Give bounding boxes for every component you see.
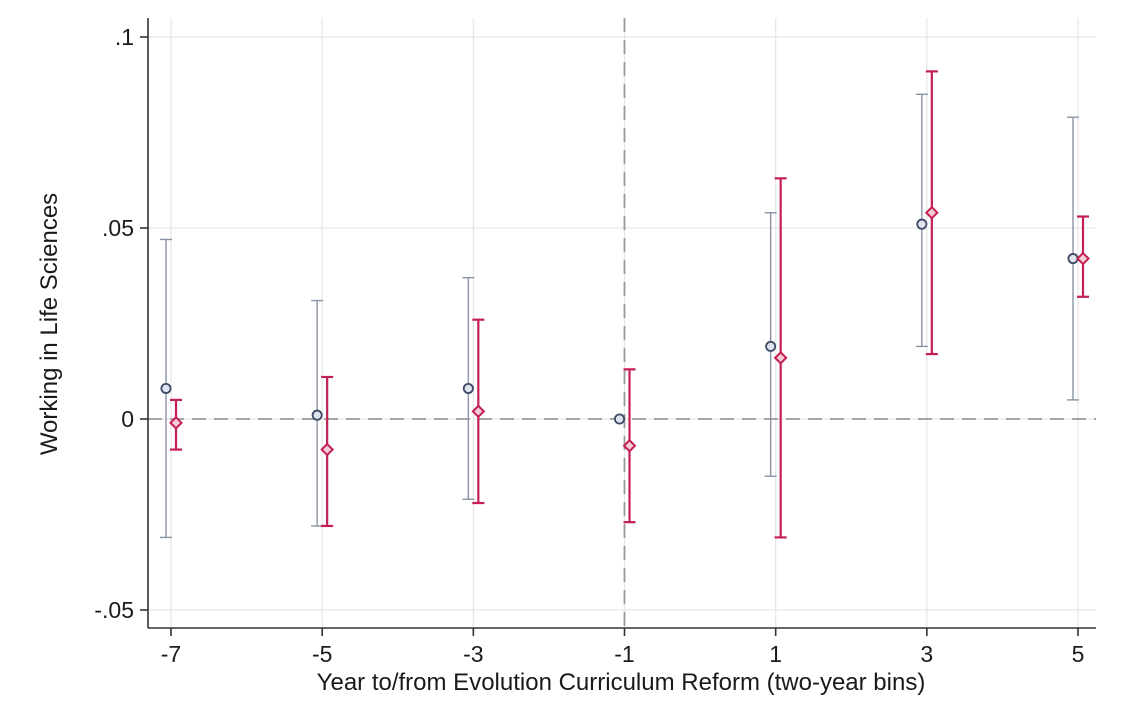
point-estimate-circle [160, 382, 172, 394]
x-axis-label: Year to/from Evolution Curriculum Reform… [317, 669, 926, 696]
x-tick-label: -1 [614, 641, 634, 667]
series-2 [169, 70, 1090, 539]
point-estimate-diamond [924, 205, 939, 220]
grid-layer [148, 18, 1096, 628]
x-tick-label: 1 [769, 641, 782, 667]
y-tick-label: .1 [115, 24, 134, 50]
series-layer [160, 70, 1090, 539]
point-estimate-diamond [773, 350, 788, 365]
y-axis-label: Working in Life Sciences [36, 193, 63, 455]
axes: -.05 0 .05 .1 -7 -5 -3 -1 1 3 5 [94, 18, 1096, 667]
y-tick-label: .05 [102, 215, 134, 241]
point-estimate-diamond [320, 442, 335, 457]
y-tick-label: 0 [121, 406, 134, 432]
point-estimate-circle [916, 218, 928, 230]
point-estimate-diamond [622, 438, 637, 453]
point-estimate-circle [311, 409, 323, 421]
reference-lines [148, 18, 1096, 628]
y-tick-label: -.05 [94, 597, 134, 623]
point-estimate-diamond [1076, 251, 1090, 266]
series-1 [160, 93, 1079, 539]
point-estimate-circle [614, 413, 626, 425]
point-estimate-diamond [169, 415, 183, 430]
point-estimate-circle [765, 340, 777, 352]
x-tick-label: -3 [463, 641, 483, 667]
point-estimate-diamond [471, 404, 486, 419]
x-tick-label: -5 [312, 641, 332, 667]
x-tick-label: 3 [920, 641, 933, 667]
x-tick-label: -7 [161, 641, 181, 667]
point-estimate-circle [462, 382, 474, 394]
x-tick-label: 5 [1072, 641, 1085, 667]
